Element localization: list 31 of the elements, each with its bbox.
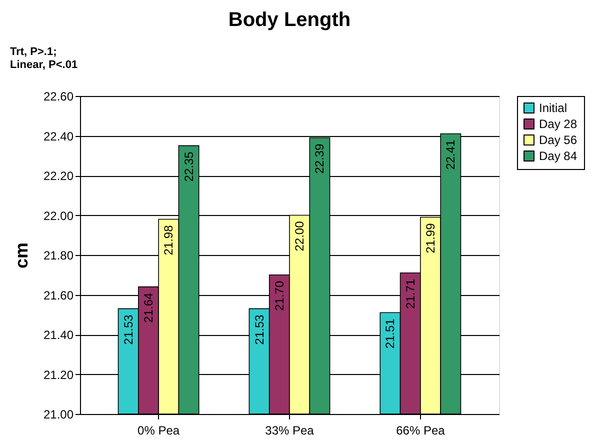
data-label: 21.71 bbox=[403, 278, 418, 309]
y-axis-title: cm bbox=[11, 242, 32, 269]
y-tick-label: 22.40 bbox=[43, 129, 74, 144]
data-label: 22.41 bbox=[444, 139, 458, 170]
data-label: 22.00 bbox=[292, 220, 307, 252]
y-tick-label: 22.60 bbox=[43, 90, 74, 104]
legend-label: Day 56 bbox=[539, 133, 578, 147]
data-label: 22.39 bbox=[312, 143, 327, 174]
chart-title: Body Length bbox=[228, 9, 351, 31]
data-label: 21.70 bbox=[272, 280, 286, 311]
y-tick-label: 21.60 bbox=[43, 288, 74, 302]
y-tick-label: 21.00 bbox=[43, 408, 74, 422]
data-label: 21.53 bbox=[121, 314, 136, 345]
x-tick-label: 0% Pea bbox=[138, 424, 180, 438]
y-tick-label: 21.40 bbox=[43, 328, 74, 342]
data-label: 21.51 bbox=[383, 318, 398, 349]
legend-label: Day 84 bbox=[539, 149, 578, 163]
y-tick-label: 22.00 bbox=[43, 208, 74, 223]
data-label: 21.99 bbox=[424, 222, 438, 254]
data-label: 21.64 bbox=[141, 292, 156, 323]
x-tick-label: 66% Pea bbox=[396, 424, 446, 438]
text: Trt, P>.1; Linear, P<.01 bbox=[10, 46, 78, 71]
y-tick-label: 21.80 bbox=[43, 248, 74, 262]
y-tick-label: 21.20 bbox=[43, 368, 74, 382]
legend-label: Day 28 bbox=[539, 117, 578, 131]
data-label: 22.35 bbox=[182, 151, 196, 182]
x-tick-label: 33% Pea bbox=[265, 424, 314, 438]
legend-label: Initial bbox=[539, 101, 568, 115]
data-label: 21.53 bbox=[252, 314, 266, 345]
y-tick-label: 22.20 bbox=[43, 169, 74, 183]
data-label: 21.98 bbox=[162, 224, 176, 256]
